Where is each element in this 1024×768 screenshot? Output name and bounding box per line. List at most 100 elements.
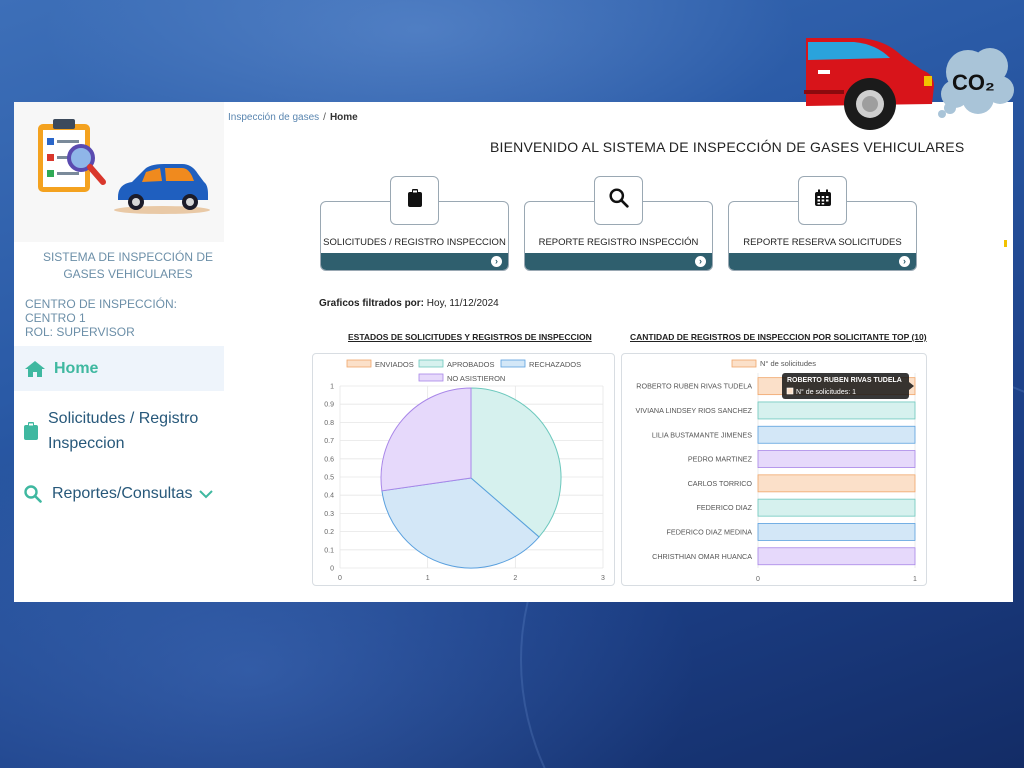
card-solicitudes[interactable]: SOLICITUDES / REGISTRO INSPECCION ›	[320, 176, 509, 271]
co2-text: CO₂	[952, 70, 995, 95]
y-tick-label: 1	[330, 384, 334, 391]
app-logo	[14, 102, 224, 242]
bar-chart-svg: N° de solicitudes 0 1 ROBERTO RUBEN RIVAS T…	[636, 359, 918, 583]
y-tick-label: 0.8	[324, 420, 334, 427]
sidebar-item-label: Reportes/Consultas	[52, 485, 193, 502]
clipboard-icon	[24, 422, 38, 440]
chart-title-estados: ESTADOS DE SOLICITUDES Y REGISTROS DE IN…	[348, 332, 592, 342]
sidebar-item-home[interactable]: Home	[14, 346, 224, 391]
filter-value: Hoy, 11/12/2024	[426, 298, 499, 309]
co2-car-logo: CO₂	[804, 38, 1014, 130]
bar	[757, 474, 916, 493]
filter-line: Graficos filtrados por: Hoy, 11/12/2024	[319, 298, 499, 309]
legend-label: ENVIADOS	[375, 360, 414, 369]
y-tick-label: FEDERICO DIAZ	[696, 503, 752, 512]
sidebar-item-label: Solicitudes / Registro Inspeccion	[48, 410, 199, 452]
legend-swatch	[500, 359, 526, 368]
card-icon-box	[594, 176, 643, 225]
chevron-down-icon[interactable]	[198, 489, 213, 499]
sidebar-item-reportes[interactable]: Reportes/Consultas	[14, 480, 224, 508]
scroll-marker	[1004, 240, 1007, 247]
legend-label: APROBADOS	[447, 360, 495, 369]
y-tick-label: 0.1	[324, 547, 334, 554]
y-tick-label: FEDERICO DIAZ MEDINA	[667, 527, 753, 536]
sidebar-item-solicitudes[interactable]: Solicitudes / Registro Inspeccion	[14, 403, 224, 459]
card-label: REPORTE RESERVA SOLICITUDES	[743, 237, 902, 248]
breadcrumb-separator: /	[323, 112, 326, 123]
breadcrumb-current: Home	[329, 112, 358, 123]
legend-label: RECHAZADOS	[529, 360, 581, 369]
tooltip-body: N° de solicitudes: 1	[796, 388, 856, 396]
clipboard-icon	[407, 189, 422, 212]
bar	[757, 498, 916, 517]
legend-swatch	[418, 373, 444, 382]
chevron-right-icon[interactable]: ›	[695, 256, 706, 267]
tooltip-box	[782, 373, 909, 399]
pie-slice	[381, 477, 540, 569]
chevron-right-icon[interactable]: ›	[491, 256, 502, 267]
system-title: SISTEMA DE INSPECCIÓN DE GASES VEHICULAR…	[42, 250, 214, 281]
centro-label: CENTRO DE INSPECCIÓN: CENTRO 1	[25, 297, 178, 325]
search-icon	[608, 188, 629, 213]
pie-slice	[470, 387, 562, 538]
legend-label: N° de solicitudes	[760, 359, 816, 368]
y-tick-label: 0.5	[324, 475, 334, 482]
x-tick-label: 0	[756, 576, 760, 583]
sidebar: SISTEMA DE INSPECCIÓN DE GASES VEHICULAR…	[14, 102, 224, 602]
legend-label: NO ASISTIERON	[447, 374, 505, 383]
chart-registros: N° de solicitudes 0 1 ROBERTO RUBEN RIVAS T…	[621, 353, 927, 586]
card-reporte-reserva[interactable]: REPORTE RESERVA SOLICITUDES ›	[728, 176, 917, 271]
chart-title-registros: CANTIDAD DE REGISTROS DE INSPECCION POR …	[630, 332, 927, 342]
card-reporte-registro[interactable]: REPORTE REGISTRO INSPECCIÓN ›	[524, 176, 713, 271]
sidebar-item-label: Home	[54, 359, 99, 377]
chart-estados: ENVIADOS APROBADOS RECHAZADOS NO ASISTIERON…	[312, 353, 615, 586]
tooltip-swatch	[786, 387, 794, 395]
card-icon-box	[798, 176, 847, 225]
breadcrumb: Inspección de gases / Home	[228, 112, 358, 123]
legend-swatch	[346, 359, 372, 368]
legend-swatch	[731, 359, 757, 368]
y-tick-label: VIVIANA LINDSEY RIOS SANCHEZ	[636, 406, 753, 415]
card-label: REPORTE REGISTRO INSPECCIÓN	[538, 237, 699, 248]
rol-label: ROL: SUPERVISOR	[25, 325, 135, 339]
page-title: BIENVENIDO AL SISTEMA DE INSPECCIÓN DE G…	[490, 139, 965, 155]
chevron-right-icon[interactable]: ›	[899, 256, 910, 267]
y-tick-label: CHRISTHIAN OMAR HUANCA	[652, 552, 752, 561]
card-footer: ›	[321, 253, 508, 270]
y-tick-label: 0.6	[324, 456, 334, 463]
x-tick-label: 1	[426, 575, 430, 582]
tooltip-title: ROBERTO RUBEN RIVAS TUDELA	[787, 377, 902, 384]
y-tick-label: ROBERTO RUBEN RIVAS TUDELA	[636, 382, 752, 391]
filter-label: Graficos filtrados por:	[319, 298, 425, 309]
card-icon-box	[390, 176, 439, 225]
bar	[757, 401, 916, 420]
y-tick-label: 0.4	[324, 493, 334, 500]
legend-swatch	[418, 359, 444, 368]
search-icon	[24, 485, 42, 503]
y-tick-label: LILIA BUSTAMANTE JIMENES	[652, 430, 752, 439]
home-icon	[24, 360, 46, 378]
bar	[757, 425, 916, 444]
y-tick-label: PEDRO MARTINEZ	[688, 455, 753, 464]
tooltip-caret	[909, 382, 914, 390]
bar	[757, 547, 916, 566]
x-tick-label: 0	[338, 575, 342, 582]
bar	[757, 523, 916, 541]
y-tick-label: 0.7	[324, 438, 334, 445]
app-window: SISTEMA DE INSPECCIÓN DE GASES VEHICULAR…	[14, 102, 1013, 602]
card-label: SOLICITUDES / REGISTRO INSPECCION	[323, 237, 506, 248]
y-tick-label: 0.3	[324, 511, 334, 518]
x-tick-label: 1	[913, 576, 917, 583]
pie-chart-svg: ENVIADOS APROBADOS RECHAZADOS NO ASISTIERON…	[324, 359, 605, 582]
card-footer: ›	[525, 253, 712, 270]
card-footer: ›	[729, 253, 916, 270]
y-tick-label: CARLOS TORRICO	[688, 479, 753, 488]
y-tick-label: 0	[330, 566, 334, 573]
breadcrumb-root-link[interactable]: Inspección de gases	[228, 112, 320, 123]
y-tick-label: 0.9	[324, 402, 334, 409]
pie-slice	[380, 387, 472, 492]
x-tick-label: 3	[601, 575, 605, 582]
y-tick-label: 0.2	[324, 529, 334, 536]
x-tick-label: 2	[513, 575, 517, 582]
calendar-icon	[814, 189, 832, 212]
